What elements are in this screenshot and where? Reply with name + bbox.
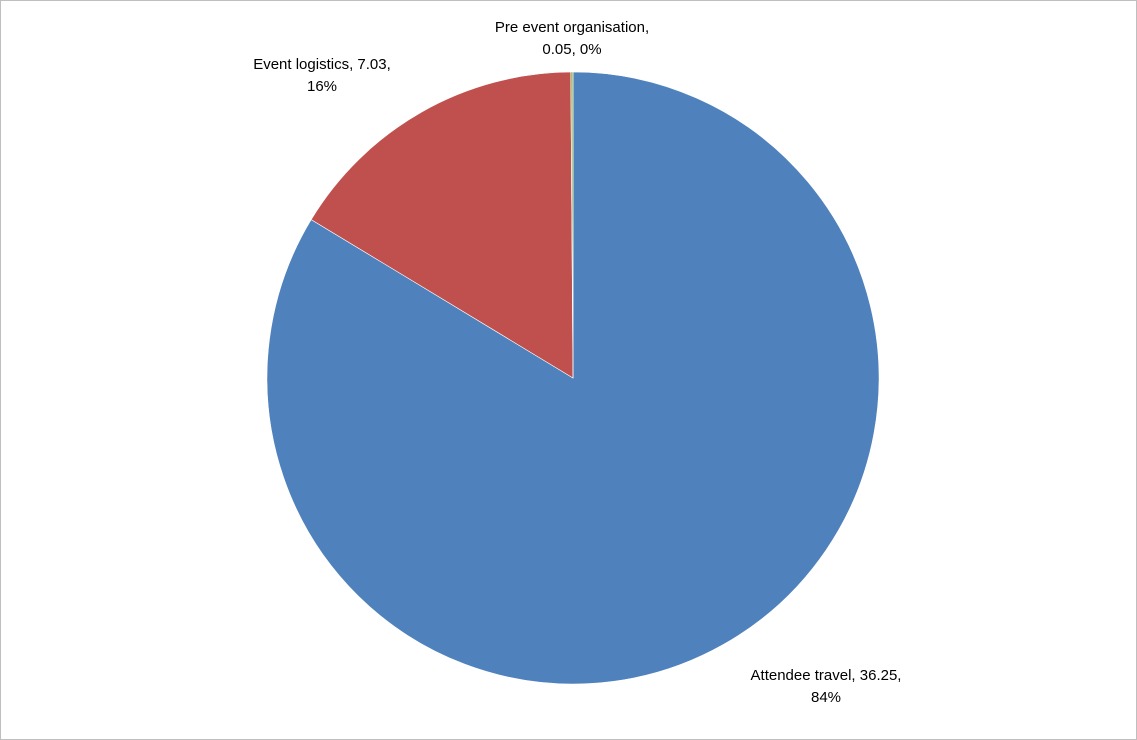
- data-label-pre-event-organisation-line1: Pre event organisation,: [495, 19, 649, 36]
- pie-slice-event-logistics: [310, 71, 574, 379]
- data-label-attendee-travel-line2: 84%: [811, 689, 841, 706]
- data-labels: Attendee travel, 36.25, 84% Event logist…: [253, 19, 901, 706]
- data-label-event-logistics-line2: 16%: [307, 78, 337, 95]
- data-label-event-logistics-line1: Event logistics, 7.03,: [253, 56, 391, 73]
- pie-slices: [266, 71, 880, 685]
- pie-slice-pre-event-organisation: [570, 71, 574, 379]
- data-label-pre-event-organisation-line2: 0.05, 0%: [542, 41, 601, 58]
- data-label-attendee-travel-line1: Attendee travel, 36.25,: [751, 667, 902, 684]
